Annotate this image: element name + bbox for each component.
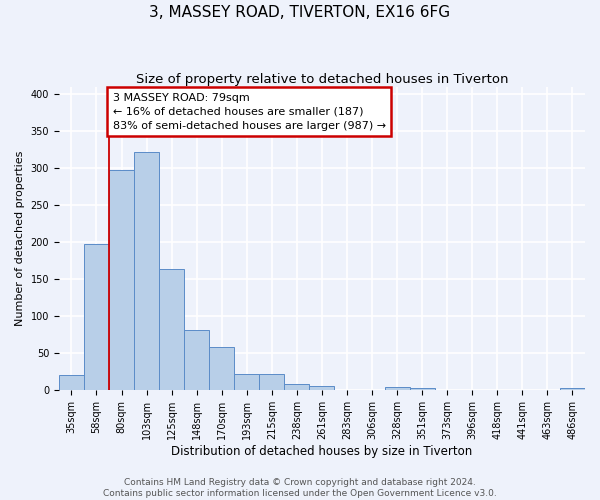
Bar xyxy=(234,374,259,390)
Bar xyxy=(209,347,234,390)
Text: 3, MASSEY ROAD, TIVERTON, EX16 6FG: 3, MASSEY ROAD, TIVERTON, EX16 6FG xyxy=(149,5,451,20)
Bar xyxy=(134,152,159,390)
Title: Size of property relative to detached houses in Tiverton: Size of property relative to detached ho… xyxy=(136,72,508,86)
Bar xyxy=(560,388,585,390)
Bar xyxy=(184,330,209,390)
Text: 3 MASSEY ROAD: 79sqm
← 16% of detached houses are smaller (187)
83% of semi-deta: 3 MASSEY ROAD: 79sqm ← 16% of detached h… xyxy=(113,92,386,130)
Bar xyxy=(259,374,284,390)
Bar xyxy=(410,388,434,390)
Text: Contains HM Land Registry data © Crown copyright and database right 2024.
Contai: Contains HM Land Registry data © Crown c… xyxy=(103,478,497,498)
Bar xyxy=(159,270,184,390)
Bar xyxy=(109,170,134,390)
Bar xyxy=(310,386,334,390)
Bar xyxy=(59,375,84,390)
X-axis label: Distribution of detached houses by size in Tiverton: Distribution of detached houses by size … xyxy=(172,444,473,458)
Y-axis label: Number of detached properties: Number of detached properties xyxy=(15,150,25,326)
Bar xyxy=(84,244,109,390)
Bar xyxy=(284,384,310,390)
Bar xyxy=(385,387,410,390)
